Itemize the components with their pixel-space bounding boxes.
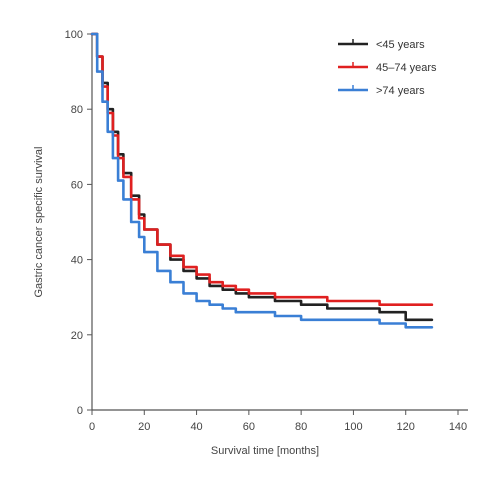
x-tick-label: 20 xyxy=(138,421,150,433)
series-line-1 xyxy=(90,32,434,322)
x-tick-label: 140 xyxy=(449,421,467,433)
y-tick-label: 20 xyxy=(71,330,83,342)
y-tick-label: 80 xyxy=(71,104,83,116)
y-tick-label: 60 xyxy=(71,179,83,191)
axes: 0 20 40 60 80 100 120 140 0 20 40 60 80 100 Survival t… xyxy=(33,29,468,457)
series-lines xyxy=(90,32,434,329)
legend-label: <45 years xyxy=(376,39,425,51)
series-line-2 xyxy=(90,32,434,306)
legend-label: >74 years xyxy=(376,85,425,97)
y-tick-label: 0 xyxy=(77,405,83,417)
x-tick-label: 120 xyxy=(397,421,415,433)
x-tick-label: 60 xyxy=(243,421,255,433)
x-tick-label: 40 xyxy=(190,421,202,433)
y-axis-title: Gastric cancer specific survival xyxy=(33,147,45,298)
x-tick-label: 100 xyxy=(344,421,362,433)
legend-label: 45–74 years xyxy=(376,62,437,74)
y-tick-label: 40 xyxy=(71,255,83,267)
series-line-3 xyxy=(90,32,434,329)
x-axis-title: Survival time [months] xyxy=(211,445,319,457)
y-tick-label: 100 xyxy=(65,29,83,41)
legend: <45 years 45–74 years >74 years xyxy=(338,39,437,97)
x-tick-label: 0 xyxy=(89,421,95,433)
x-tick-label: 80 xyxy=(295,421,307,433)
